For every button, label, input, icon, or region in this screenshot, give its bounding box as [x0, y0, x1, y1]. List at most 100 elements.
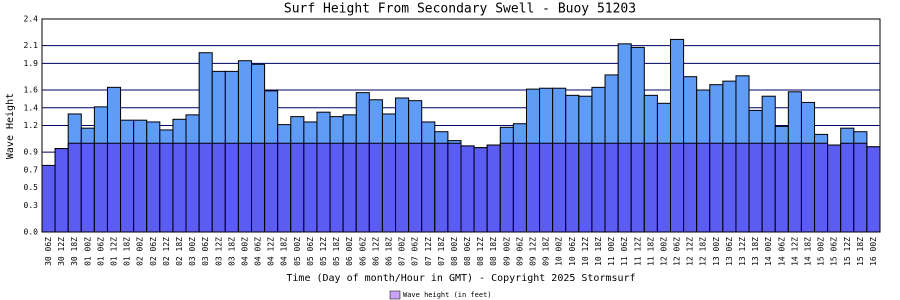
x-tick-label: 16 00Z	[869, 237, 878, 266]
y-tick-label: 1.4	[24, 103, 39, 112]
x-tick-label: 07 12Z	[424, 237, 433, 266]
x-tick-label: 08 18Z	[489, 237, 498, 266]
x-tick-label: 01 12Z	[110, 237, 119, 266]
x-tick-label: 07 00Z	[398, 237, 407, 266]
bar-low-part	[146, 142, 161, 233]
x-tick-label: 08 12Z	[476, 237, 485, 266]
bar-low-part	[159, 142, 174, 233]
legend-swatch	[389, 290, 401, 300]
bar-low-part	[617, 142, 632, 233]
x-tick-label: 11 18Z	[646, 237, 655, 266]
bar-low-part	[120, 142, 135, 233]
x-tick-label: 14 06Z	[777, 237, 786, 266]
x-tick-label: 02 06Z	[149, 237, 158, 266]
x-tick-label: 15 06Z	[830, 237, 839, 266]
bar-low-part	[499, 142, 514, 233]
bar-low-part	[290, 142, 305, 233]
bar-low-part	[172, 142, 187, 233]
x-tick-label: 06 12Z	[371, 237, 380, 266]
x-tick-label: 02 18Z	[175, 237, 184, 266]
bar-low-part	[434, 142, 449, 233]
x-tick-label: 15 18Z	[856, 237, 865, 266]
bar-low-part	[342, 142, 357, 233]
bar-low-part	[447, 142, 462, 233]
x-tick-label: 08 00Z	[450, 237, 459, 266]
x-tick-label: 08 06Z	[463, 237, 472, 266]
bar-low-part	[264, 142, 279, 233]
x-tick-label: 10 12Z	[581, 237, 590, 266]
bar-low-part	[460, 145, 475, 233]
bar-low-part	[656, 142, 671, 233]
y-tick-label: 0.3	[24, 201, 39, 210]
x-tick-label: 03 18Z	[227, 237, 236, 266]
bar-low-part	[683, 142, 698, 233]
x-tick-label: 30 18Z	[70, 237, 79, 266]
x-tick-label: 12 12Z	[686, 237, 695, 266]
x-tick-label: 11 00Z	[607, 237, 616, 266]
x-tick-label: 12 06Z	[673, 237, 682, 266]
bar-low-part	[722, 142, 737, 233]
x-tick-label: 02 00Z	[136, 237, 145, 266]
x-tick-label: 15 00Z	[817, 237, 826, 266]
bar-low-part	[421, 142, 436, 233]
bar-low-part	[237, 142, 252, 233]
plot-border	[41, 18, 881, 233]
x-tick-label: 14 12Z	[790, 237, 799, 266]
bar-low-part	[316, 142, 331, 233]
x-tick-label: 05 12Z	[319, 237, 328, 266]
x-tick-label: 03 12Z	[214, 237, 223, 266]
x-tick-label: 11 12Z	[633, 237, 642, 266]
bar-low-part	[329, 142, 344, 233]
bar-low-part	[473, 147, 488, 233]
chart-title: Surf Height From Secondary Swell - Buoy …	[284, 2, 636, 17]
x-tick-label: 30 12Z	[57, 237, 66, 266]
bar-low-part	[565, 142, 580, 233]
bar-low-part	[774, 142, 789, 233]
bar-low-part	[552, 142, 567, 233]
bar-low-part	[106, 142, 122, 233]
x-tick-label: 30 06Z	[44, 237, 53, 266]
bar-low-part	[578, 142, 593, 233]
y-tick-label: 0.0	[24, 228, 39, 237]
bar-low-part	[670, 142, 685, 233]
bar-low-part	[840, 142, 855, 233]
bar-low-part	[800, 142, 816, 233]
x-tick-label: 10 00Z	[555, 237, 564, 266]
x-tick-label: 14 18Z	[803, 237, 812, 266]
x-tick-label: 12 18Z	[699, 237, 708, 266]
bar-low-part	[787, 142, 802, 233]
x-tick-label: 05 00Z	[293, 237, 302, 266]
x-tick-label: 06 06Z	[358, 237, 367, 266]
bar-low-part	[814, 142, 829, 233]
x-tick-label: 06 00Z	[345, 237, 354, 266]
x-tick-label: 04 12Z	[267, 237, 276, 266]
x-tick-label: 04 00Z	[240, 237, 249, 266]
x-tick-label: 06 18Z	[384, 237, 393, 266]
bar-low-part	[198, 142, 213, 233]
bar-low-part	[80, 142, 95, 233]
bar-low-part	[539, 142, 554, 233]
x-tick-label: 09 06Z	[515, 237, 524, 266]
x-tick-label: 09 18Z	[542, 237, 551, 266]
bar-low-part	[54, 148, 69, 233]
bar-low-part	[630, 142, 645, 233]
bar-low-part	[696, 142, 711, 233]
x-tick-label: 09 12Z	[529, 237, 538, 266]
x-tick-label: 11 06Z	[620, 237, 629, 266]
y-tick-label: 1.6	[24, 86, 39, 95]
bar-low-part	[41, 164, 56, 233]
bar-low-part	[185, 142, 200, 233]
y-tick-label: 0.7	[24, 165, 39, 174]
y-tick-label: 1.2	[24, 121, 39, 130]
bar-low-part	[251, 142, 266, 233]
x-axis-title: Time (Day of month/Hour in GMT) - Copyri…	[286, 273, 635, 284]
x-tick-label: 13 12Z	[738, 237, 747, 266]
x-tick-label: 07 18Z	[437, 237, 446, 266]
x-tick-label: 07 06Z	[411, 237, 420, 266]
bar-low-part	[303, 142, 318, 233]
x-tick-label: 10 06Z	[568, 237, 577, 266]
x-tick-label: 13 18Z	[751, 237, 760, 266]
bar-low-part	[512, 142, 527, 233]
